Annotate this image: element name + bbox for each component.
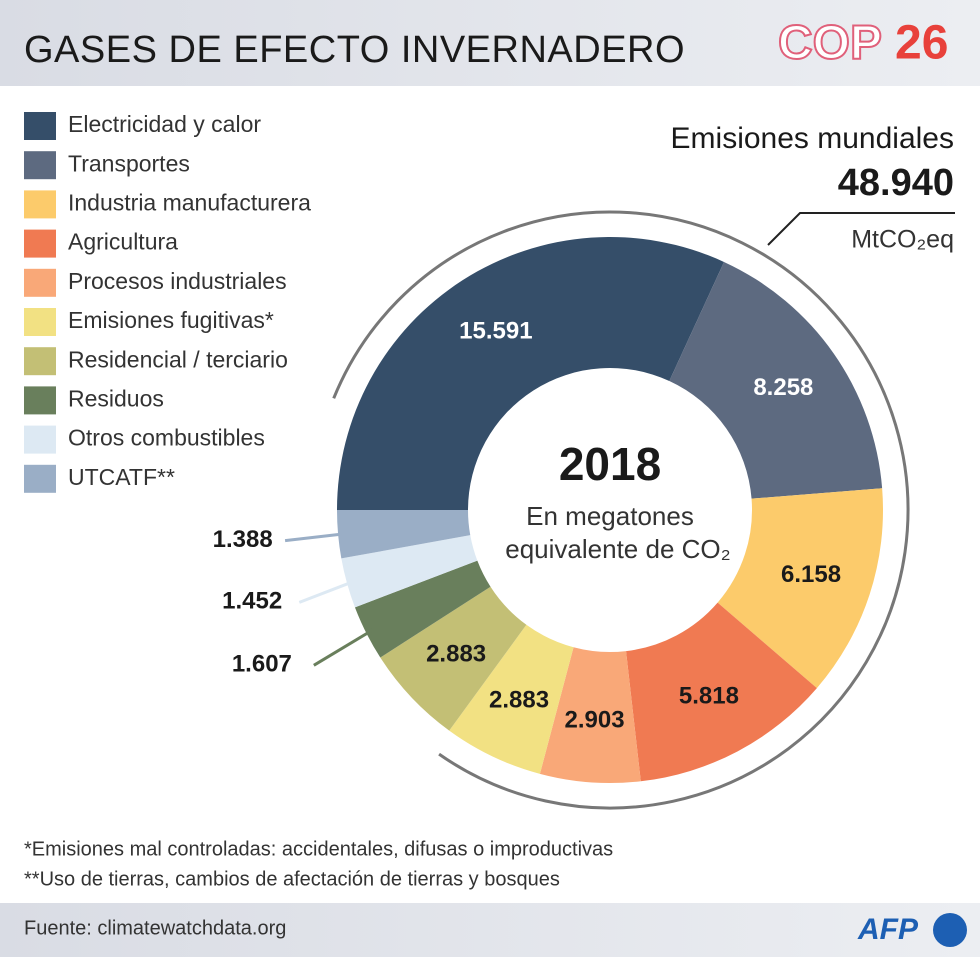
total-title: Emisiones mundiales <box>671 122 954 155</box>
donut-slice <box>354 560 491 658</box>
center-subtitle: equivalente de CO₂ <box>505 534 730 564</box>
note: *Emisiones mal controladas: accidentales… <box>24 838 613 860</box>
legend-swatch <box>24 190 56 219</box>
footer-band <box>0 903 980 957</box>
donut-slice <box>337 237 725 510</box>
legend-label: Emisiones fugitivas* <box>68 307 274 333</box>
leader-line <box>313 628 375 667</box>
donut-slice <box>717 488 884 689</box>
logo-number: 26 <box>895 17 948 70</box>
donut-slice <box>341 535 478 608</box>
leader-line <box>298 579 356 604</box>
outer-ring <box>332 210 910 810</box>
value-label: 15.591 <box>459 317 532 344</box>
legend-label: Transportes <box>68 150 190 176</box>
source: Fuente: climatewatchdata.org <box>24 917 286 939</box>
leader-line <box>284 532 347 543</box>
note: **Uso de tierras, cambios de afectación … <box>24 868 560 890</box>
legend-label: Industria manufacturera <box>68 189 311 215</box>
legend-swatch <box>24 425 56 454</box>
title: GASES DE EFECTO INVERNADERO <box>24 29 685 71</box>
header-band <box>0 0 980 86</box>
legend-label: UTCATF** <box>68 464 175 490</box>
legend-swatch <box>24 386 56 415</box>
value-label: 1.388 <box>213 526 273 553</box>
legend-swatch <box>24 229 56 258</box>
value-label: 8.258 <box>753 374 813 401</box>
legend-label: Procesos industriales <box>68 268 287 294</box>
donut-slice <box>626 602 817 782</box>
logo-cop: COP <box>778 17 882 70</box>
value-label: 1.607 <box>232 651 292 678</box>
legend-label: Residencial / terciario <box>68 346 288 372</box>
total-value: 48.940 <box>838 162 954 204</box>
legend-label: Agricultura <box>68 229 178 255</box>
legend-swatch <box>24 347 56 376</box>
center-subtitle: En megatones <box>526 501 694 531</box>
value-label: 2.883 <box>489 686 549 713</box>
legend-label: Otros combustibles <box>68 425 265 451</box>
logo-dot <box>933 913 967 947</box>
total-unit: MtCO₂eq <box>851 226 954 254</box>
legend-swatch <box>24 464 56 493</box>
legend-swatch <box>24 268 56 297</box>
donut-slice <box>669 261 883 499</box>
donut-slice <box>539 647 641 783</box>
value-label: 2.903 <box>564 706 624 733</box>
legend-swatch <box>24 151 56 180</box>
legend-swatch <box>24 112 56 140</box>
donut-slice <box>380 586 527 731</box>
center-title: 2018 <box>559 438 661 490</box>
value-label: 2.883 <box>426 640 486 667</box>
value-label: 6.158 <box>781 561 841 588</box>
legend-label: Electricidad y calor <box>68 111 261 137</box>
logo-afp: AFP <box>857 913 919 946</box>
donut-slice <box>449 624 574 774</box>
legend-swatch <box>24 308 56 336</box>
value-label: 5.818 <box>679 682 739 709</box>
legend-label: Residuos <box>68 385 164 411</box>
total-leader <box>767 212 955 246</box>
value-label: 1.452 <box>222 588 282 615</box>
donut-slice <box>337 510 471 559</box>
